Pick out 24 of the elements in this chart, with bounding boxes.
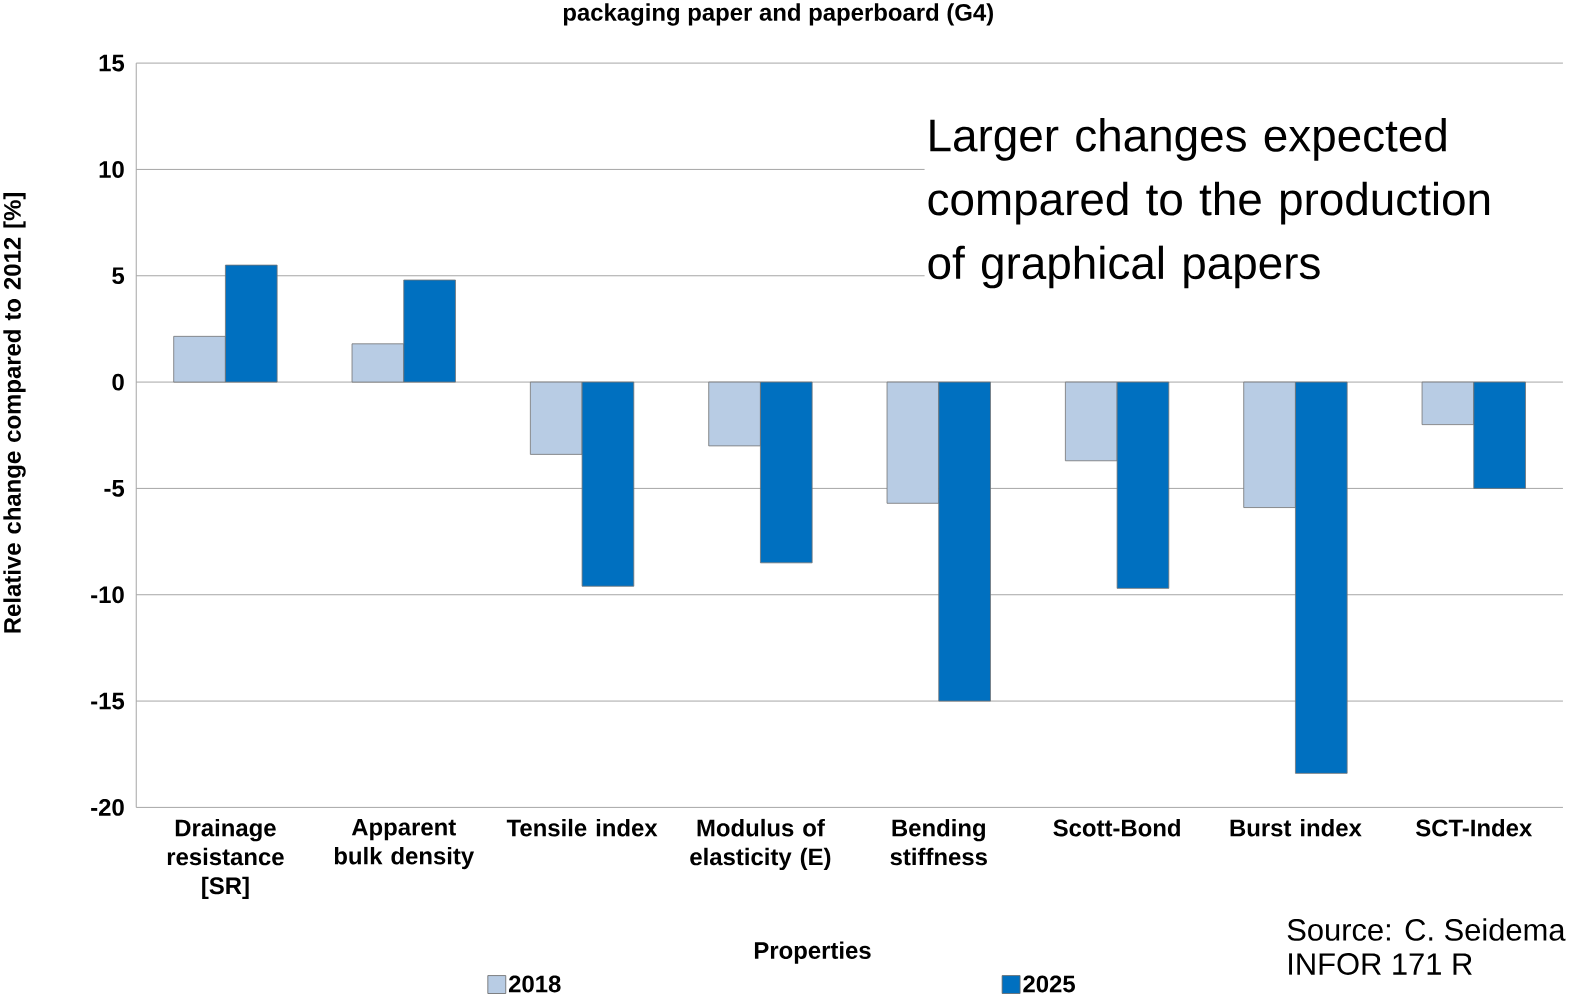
y-tick-label: -15 (91, 692, 125, 710)
legend-label: 2025 (1023, 975, 1075, 993)
legend-label: 2018 (508, 975, 561, 993)
x-tick-label: Modulus of elasticity (E) (690, 819, 831, 871)
y-axis-title: Relative change compared to 2012 [%] (3, 193, 26, 633)
x-tick-label: Tensile index (506, 819, 658, 837)
x-tick-label: SCT-Index (1416, 819, 1533, 837)
x-tick-label: Burst index (1230, 819, 1362, 837)
y-tick-label: -10 (91, 586, 124, 604)
annotation: Larger changes expected compared to the production of graphical papers (928, 118, 1490, 289)
text: INFOR 171 R (1289, 953, 1472, 976)
y-tick-label: 15 (99, 54, 125, 72)
x-tick-label: Drainage resistance [SR] (167, 819, 284, 900)
y-tick-label: 10 (99, 161, 124, 179)
y-tick-label: -20 (91, 799, 124, 817)
x-axis-title: Properties (754, 941, 871, 964)
y-tick-label: 0 (112, 373, 124, 391)
x-tick-label: Apparent bulk density (334, 819, 475, 870)
x-tick-label: Scott-Bond (1053, 819, 1180, 837)
chart-title: packaging paper and paperboard (G4) (563, 3, 993, 26)
source-note: Source: C. Seidema (1287, 918, 1566, 942)
y-tick-label: -5 (104, 480, 125, 497)
y-tick-label: 5 (112, 267, 125, 285)
x-tick-label: Bending stiffness (890, 819, 987, 866)
